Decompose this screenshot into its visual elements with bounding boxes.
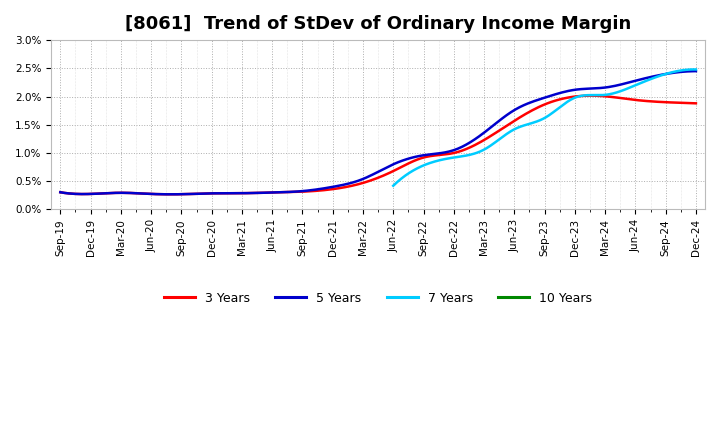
5 Years (56, 190, 65, 195)
3 Years (636, 98, 645, 103)
7 Years (663, 71, 672, 76)
5 Years (634, 77, 643, 83)
7 Years (569, 95, 577, 101)
3 Years (588, 93, 596, 98)
3 Years (56, 190, 65, 195)
5 Years (58, 190, 67, 195)
7 Years (692, 67, 701, 72)
7 Years (574, 94, 582, 99)
3 Years (436, 152, 445, 158)
3 Years (166, 192, 175, 197)
7 Years (690, 67, 698, 72)
3 Years (58, 190, 67, 195)
3 Years (447, 151, 456, 156)
5 Years (436, 150, 445, 156)
7 Years (644, 77, 652, 83)
7 Years (568, 96, 577, 102)
Title: [8061]  Trend of StDev of Ordinary Income Margin: [8061] Trend of StDev of Ordinary Income… (125, 15, 631, 33)
5 Years (447, 148, 456, 154)
Line: 7 Years: 7 Years (393, 70, 696, 186)
7 Years (389, 183, 397, 188)
5 Years (692, 69, 701, 74)
Line: 3 Years: 3 Years (60, 95, 696, 194)
5 Years (166, 192, 175, 197)
5 Years (434, 151, 443, 156)
5 Years (594, 85, 603, 91)
Legend: 3 Years, 5 Years, 7 Years, 10 Years: 3 Years, 5 Years, 7 Years, 10 Years (159, 287, 597, 310)
3 Years (596, 93, 605, 99)
3 Years (692, 101, 701, 106)
3 Years (434, 152, 443, 158)
Line: 5 Years: 5 Years (60, 71, 696, 194)
7 Years (390, 182, 399, 187)
